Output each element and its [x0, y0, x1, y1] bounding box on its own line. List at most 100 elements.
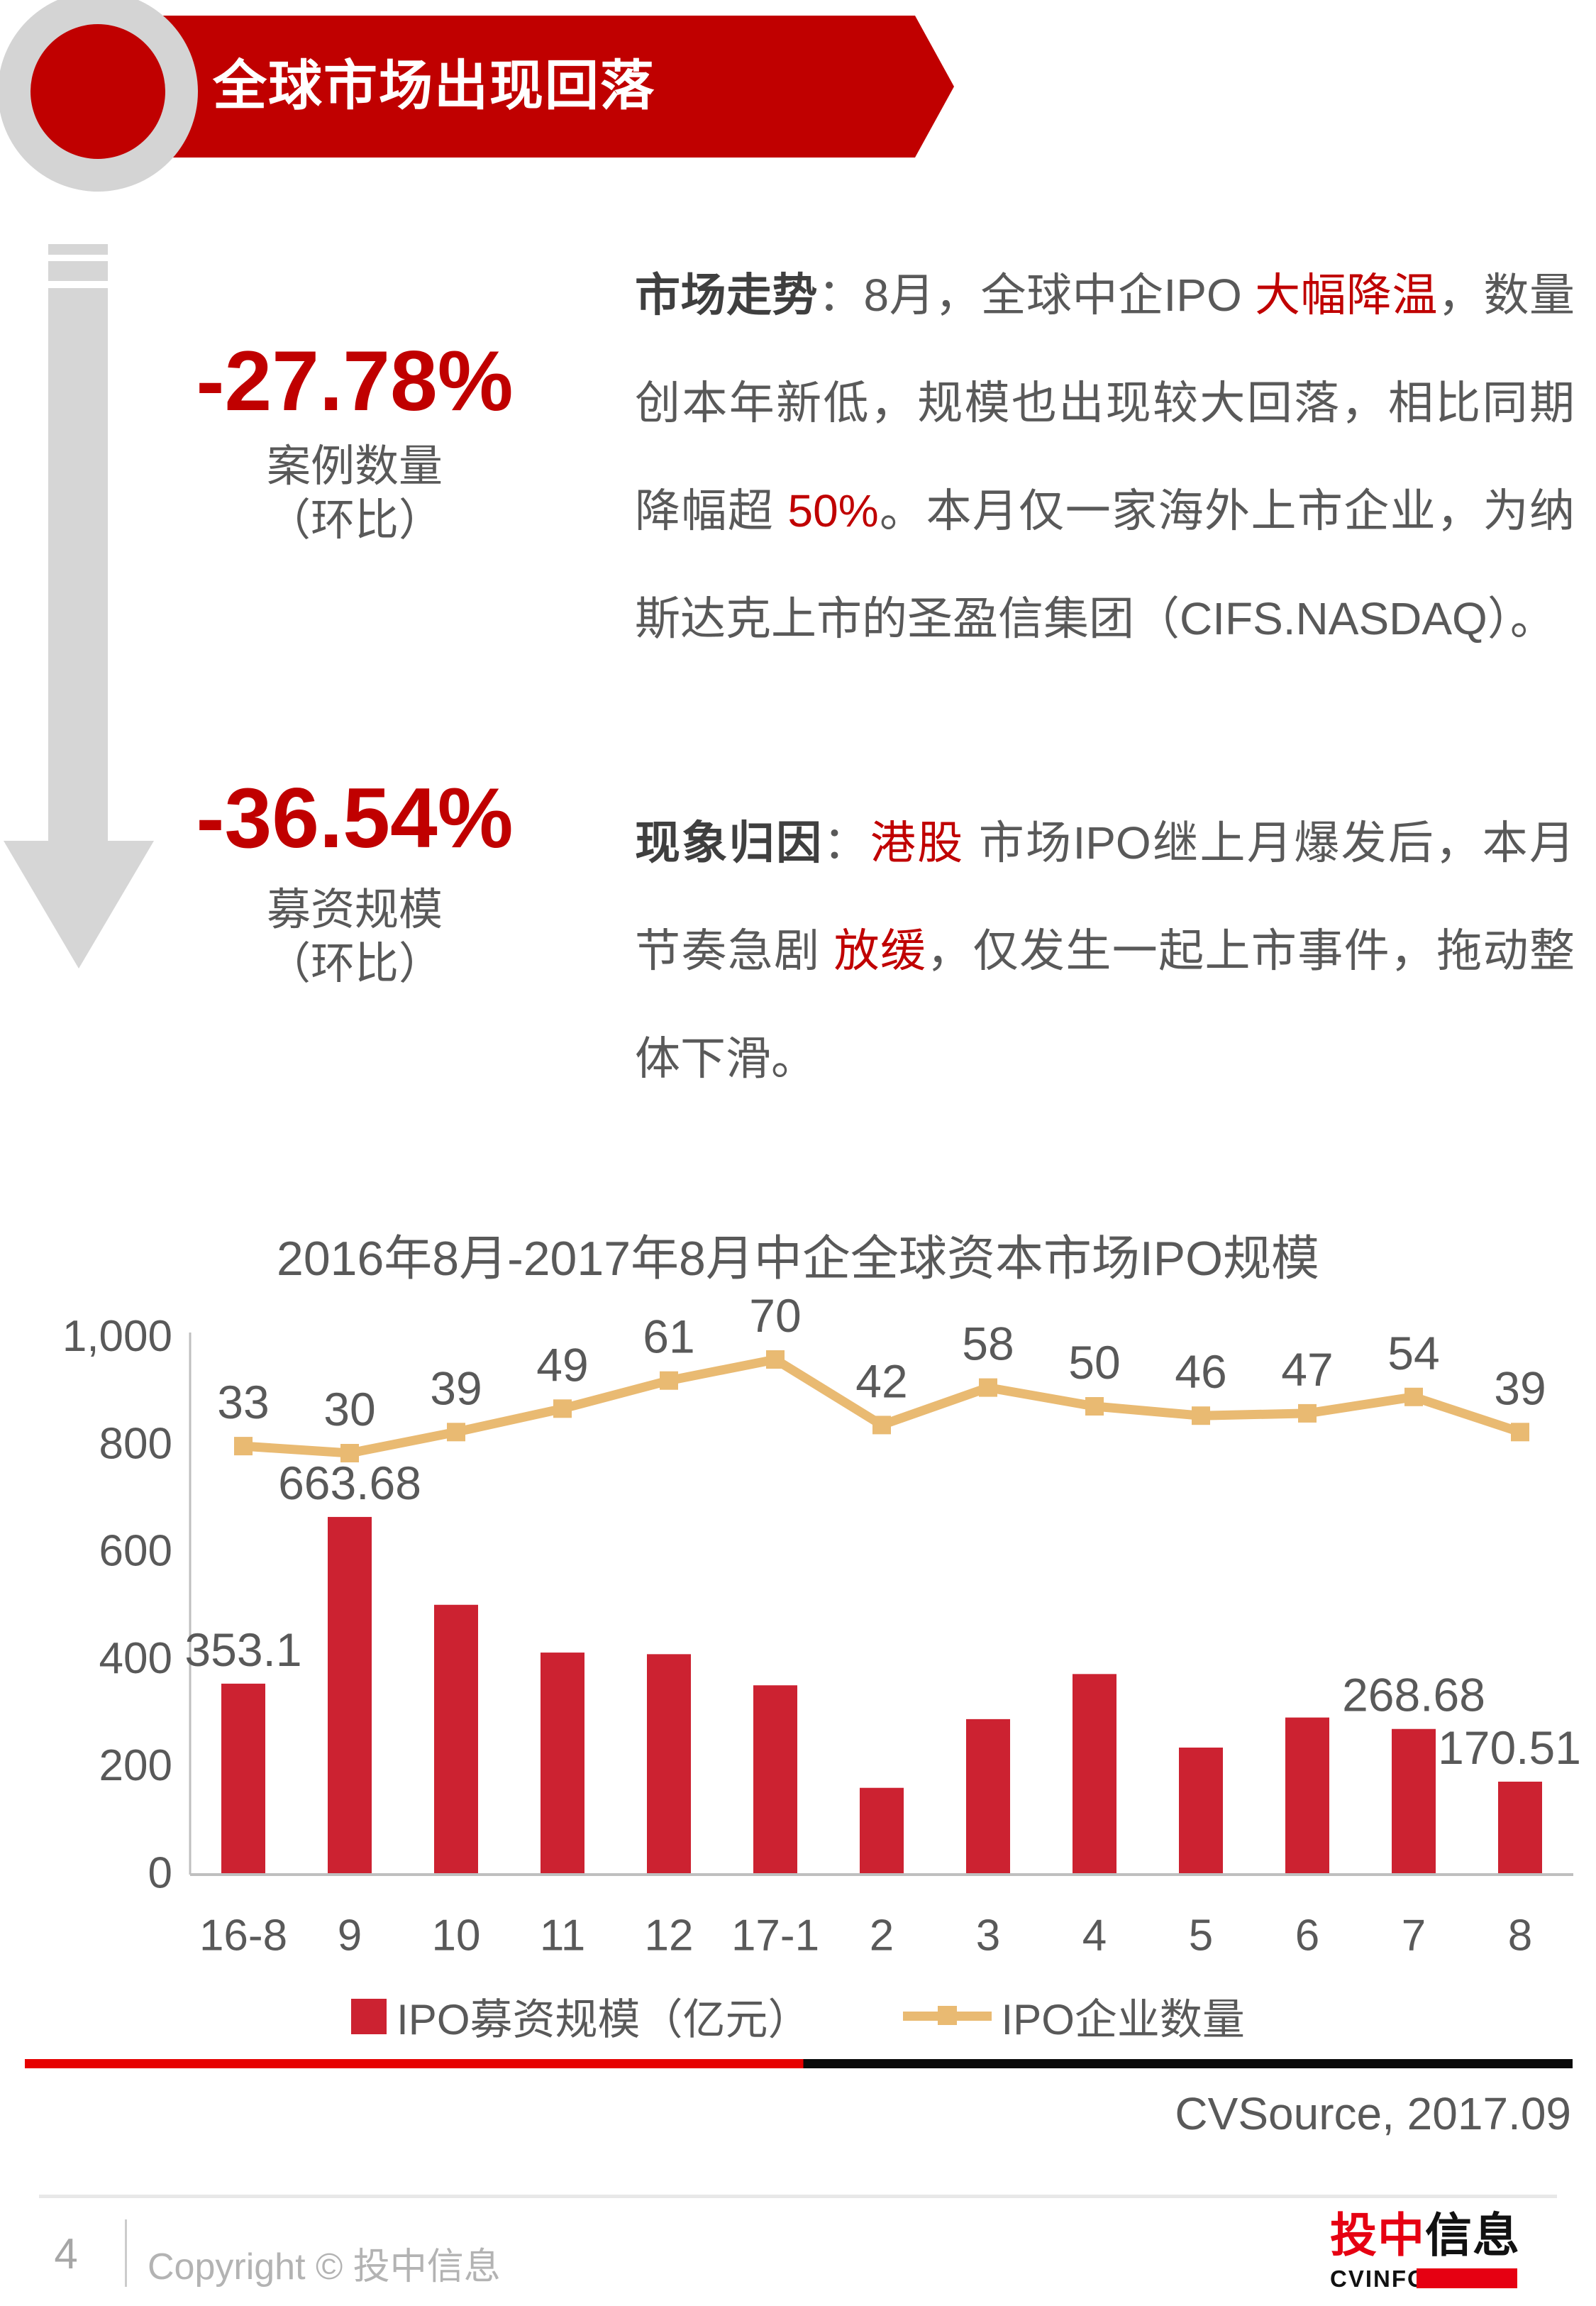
legend-label: IPO企业数量 — [1001, 1996, 1245, 2043]
line-data-label: 61 — [643, 1311, 694, 1363]
stat-fund-scale-label: 募资规模 （环比） — [121, 883, 589, 991]
stat-case-count: -27.78% — [121, 335, 589, 427]
line-data-label: 50 — [1068, 1336, 1120, 1389]
bar — [328, 1516, 372, 1873]
line-data-label: 42 — [855, 1355, 907, 1407]
data-source: CVSource, 2017.09 — [1175, 2088, 1571, 2139]
bar — [1073, 1674, 1116, 1873]
line-marker — [766, 1350, 785, 1369]
line-data-label: 58 — [962, 1318, 1014, 1370]
x-category-label: 12 — [645, 1911, 694, 1960]
line-data-label: 47 — [1281, 1343, 1333, 1396]
x-category-label: 10 — [432, 1911, 481, 1960]
line-data-label: 30 — [323, 1383, 375, 1435]
line-data-label: 46 — [1175, 1345, 1226, 1398]
down-arrow-strip — [48, 244, 108, 255]
chart-title: 2016年8月-2017年8月中企全球资本市场IPO规模 — [277, 1232, 1319, 1286]
x-category-label: 8 — [1508, 1911, 1532, 1960]
page-number: 4 — [54, 2230, 78, 2278]
paragraph-segment: ，数量创本年新低，规模也出现较大回落，相比同期降幅超 — [635, 270, 1575, 536]
down-arrow-shaft — [48, 288, 108, 841]
cvinfo-logo: 投中信息 CVINFO — [1330, 2203, 1522, 2290]
line-data-label: 54 — [1387, 1327, 1439, 1379]
paragraph-market-trend: 市场走势：8月，全球中企IPO 大幅降温，数量创本年新低，规模也出现较大回落，相… — [635, 241, 1575, 673]
bar — [966, 1719, 1010, 1873]
footer-divider — [125, 2219, 127, 2287]
legend-label: IPO募资规模（亿元） — [397, 1996, 811, 2043]
paragraph-segment: 市场IPO继上月爆发后，本月节奏急剧 — [635, 817, 1575, 976]
stat-case-count-label: 案例数量 （环比） — [121, 440, 589, 548]
line-data-label: 70 — [749, 1289, 801, 1342]
bar — [221, 1683, 265, 1873]
line-marker — [1298, 1403, 1317, 1423]
paragraph-segment: 。本月仅一家海外上市企业，为纳斯达克上市的圣盈信集团（CIFS.NASDAQ）。 — [635, 485, 1575, 644]
bar-swatch-icon — [351, 1998, 387, 2034]
paragraph-segment: 大幅降温 — [1255, 270, 1439, 321]
bar — [434, 1604, 478, 1873]
line-marker — [447, 1423, 465, 1442]
stat-label: （环比） — [266, 939, 443, 988]
y-tick-label: 0 — [148, 1849, 172, 1898]
x-category-label: 2 — [870, 1911, 894, 1960]
line-marker — [1192, 1406, 1210, 1425]
line-data-label: 49 — [536, 1338, 588, 1391]
x-category-label: 17-1 — [731, 1911, 819, 1960]
decor-ring-inner — [31, 24, 165, 159]
bar — [753, 1685, 797, 1873]
line-marker — [660, 1371, 678, 1390]
stat-label: （环比） — [266, 496, 443, 545]
logo-wordmark: 投中信息 — [1330, 2209, 1520, 2261]
x-category-label: 16-8 — [199, 1911, 287, 1960]
legend-item-line: IPO企业数量 — [902, 1985, 1245, 2047]
x-category-label: 4 — [1082, 1911, 1107, 1960]
stat-value: -27.78% — [196, 333, 514, 429]
paragraph-segment: ： — [823, 817, 870, 868]
paragraph-segment: ，仅发生一起上市事件，拖动整体下滑。 — [635, 925, 1575, 1084]
chart-legend: IPO募资规模（亿元） IPO企业数量 — [0, 1985, 1596, 2047]
bar-data-label: 663.68 — [278, 1457, 421, 1509]
paragraph-segment: 50% — [787, 485, 879, 536]
footer-rule — [39, 2195, 1557, 2198]
x-category-label: 7 — [1402, 1911, 1426, 1960]
bar — [1179, 1747, 1223, 1873]
stat-label: 案例数量 — [266, 442, 443, 491]
y-tick-label: 200 — [99, 1741, 172, 1790]
bar — [647, 1654, 691, 1873]
bar — [1498, 1782, 1542, 1873]
paragraph-segment: ：8月，全球中企IPO — [817, 270, 1256, 321]
x-category-label: 9 — [338, 1911, 362, 1960]
section-divider — [25, 2059, 1573, 2068]
line-marker — [1085, 1397, 1104, 1416]
paragraph-segment: 放缓 — [833, 925, 927, 976]
line-data-label: 39 — [1494, 1362, 1546, 1414]
logo-red-bar — [1417, 2268, 1517, 2288]
line-data-label: 33 — [217, 1376, 269, 1428]
logo-subtext: CVINFO — [1330, 2267, 1522, 2290]
line-data-label: 39 — [430, 1362, 482, 1414]
page-title: 全球市场出现回落 — [213, 56, 655, 116]
down-arrow-strip — [48, 261, 108, 281]
paragraph-label: 现象归因 — [635, 817, 824, 868]
line-marker — [872, 1416, 891, 1435]
bar — [1285, 1717, 1329, 1873]
x-category-label: 11 — [540, 1911, 585, 1960]
y-tick-label: 1,000 — [62, 1312, 172, 1361]
y-tick-label: 400 — [99, 1634, 172, 1683]
line-marker — [553, 1399, 572, 1418]
bar — [1392, 1728, 1436, 1873]
x-category-label: 3 — [976, 1911, 1000, 1960]
line-marker — [1404, 1387, 1423, 1406]
bar-data-label: 353.1 — [184, 1623, 301, 1676]
x-category-label: 6 — [1295, 1911, 1319, 1960]
legend-item-bar: IPO募资规模（亿元） — [351, 1985, 811, 2047]
paragraph-label: 市场走势 — [635, 270, 818, 321]
paragraph-attribution: 现象归因：港股 市场IPO继上月爆发后，本月节奏急剧 放缓，仅发生一起上市事件，… — [635, 789, 1575, 1113]
line-marker — [340, 1444, 359, 1462]
line-swatch-icon — [902, 2006, 992, 2025]
bar-data-label: 170.51 — [1438, 1721, 1581, 1774]
x-category-label: 5 — [1189, 1911, 1213, 1960]
y-tick-label: 800 — [99, 1419, 172, 1468]
line-marker — [1511, 1423, 1529, 1442]
